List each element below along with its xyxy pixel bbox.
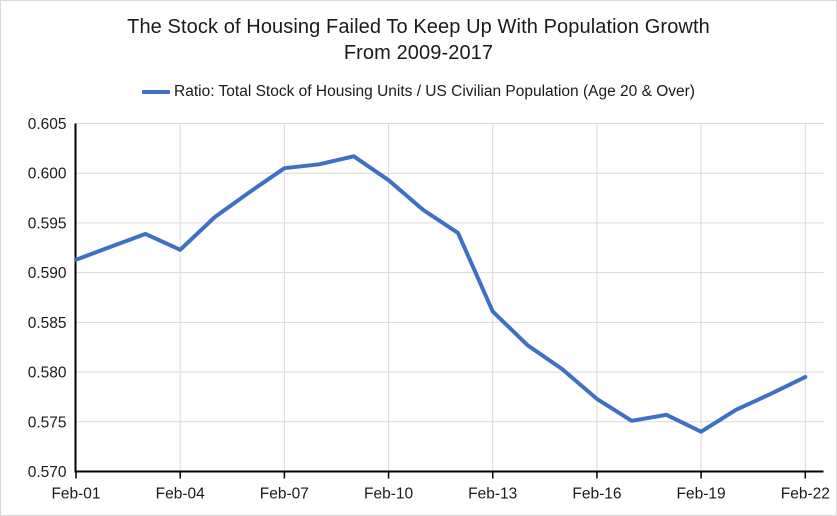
series-line xyxy=(74,154,808,434)
chart-title-line-1: The Stock of Housing Failed To Keep Up W… xyxy=(127,16,710,38)
y-axis-label: 0.600 xyxy=(28,166,67,183)
chart-title-line-2: From 2009-2017 xyxy=(343,42,494,64)
y-axis-label: 0.590 xyxy=(28,265,67,282)
x-axis-label: Feb-22 xyxy=(781,486,830,503)
legend-label: Ratio: Total Stock of Housing Units / US… xyxy=(174,82,695,100)
x-axis-label: Feb-01 xyxy=(51,486,100,503)
y-axis-label: 0.585 xyxy=(28,315,67,332)
y-axis-label: 0.605 xyxy=(28,116,67,133)
x-axis-label: Feb-16 xyxy=(572,486,621,503)
x-axis-label: Feb-04 xyxy=(156,486,205,503)
y-axis-label: 0.595 xyxy=(28,215,67,232)
y-axis-label: 0.575 xyxy=(28,414,67,431)
y-axis-label: 0.580 xyxy=(28,365,67,382)
legend-line-icon xyxy=(142,89,171,94)
x-axis-label: Feb-10 xyxy=(364,486,413,503)
y-axis-label: 0.570 xyxy=(28,464,67,481)
chart-title: The Stock of Housing Failed To Keep Up W… xyxy=(1,14,836,66)
x-axis-label: Feb-13 xyxy=(468,486,517,503)
x-axis-label: Feb-19 xyxy=(677,486,726,503)
legend: Ratio: Total Stock of Housing Units / US… xyxy=(1,81,836,102)
x-axis-label: Feb-07 xyxy=(260,486,309,503)
